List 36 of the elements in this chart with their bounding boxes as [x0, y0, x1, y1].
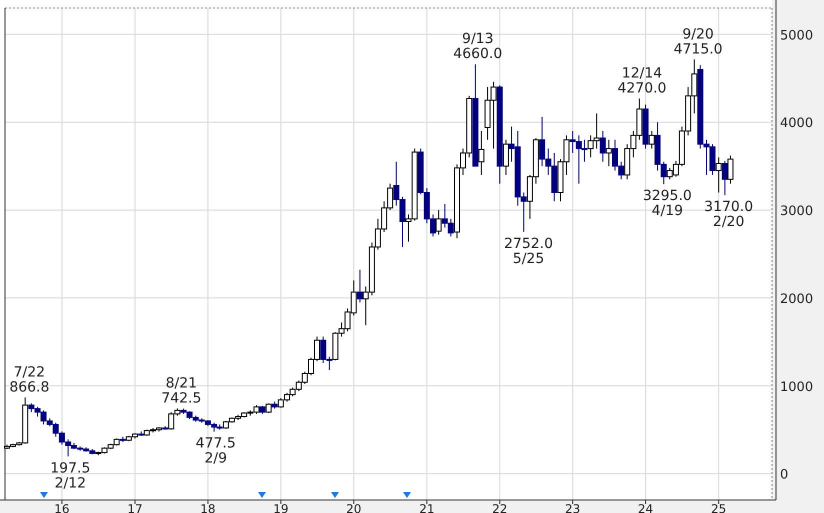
x-tick-label: 20	[346, 502, 362, 513]
candlestick	[478, 130, 484, 176]
y-tick-label: 2000	[780, 292, 814, 307]
candlestick	[606, 139, 612, 167]
x-tick-label: 21	[419, 502, 434, 513]
x-tick-label: 25	[711, 502, 726, 513]
x-tick-label: 18	[200, 502, 216, 513]
annotation: 8/21 742.5	[161, 375, 202, 406]
annotation: 197.5 2/12	[50, 460, 90, 492]
annotation: 9/20 4715.0	[674, 26, 723, 58]
annotation: 7/22 866.8	[9, 364, 50, 396]
x-tick-label: 16	[54, 502, 70, 513]
candlestick	[600, 130, 606, 162]
y-tick-label: 4000	[780, 116, 814, 132]
candlestick	[356, 269, 363, 303]
candlestick	[648, 130, 655, 150]
candlestick	[727, 155, 734, 184]
x-tick-label: 17	[127, 502, 143, 513]
x-tick-label: 23	[565, 502, 580, 513]
candlestick	[716, 156, 722, 193]
y-tick-label: 0	[780, 468, 788, 483]
annotation: 12/14 4270.0	[617, 65, 666, 96]
annotation: 3170.0 2/20	[704, 199, 754, 230]
candlestick	[502, 139, 509, 176]
y-tick-label: 3000	[780, 204, 814, 220]
annotation: 9/13 4660.0	[453, 31, 502, 62]
y-tick-label: 5000	[780, 28, 814, 44]
candlestick	[722, 160, 728, 196]
annotation: 3295.0 4/19	[642, 188, 692, 220]
x-tick-label: 22	[492, 502, 508, 513]
candlestick	[436, 210, 442, 236]
annotation: 2752.0 5/25	[504, 236, 554, 267]
annotation: 477.5 2/9	[196, 436, 236, 467]
x-tick-label: 24	[638, 502, 654, 513]
y-tick-label: 1000	[780, 380, 814, 395]
x-tick-label: 19	[273, 502, 288, 513]
